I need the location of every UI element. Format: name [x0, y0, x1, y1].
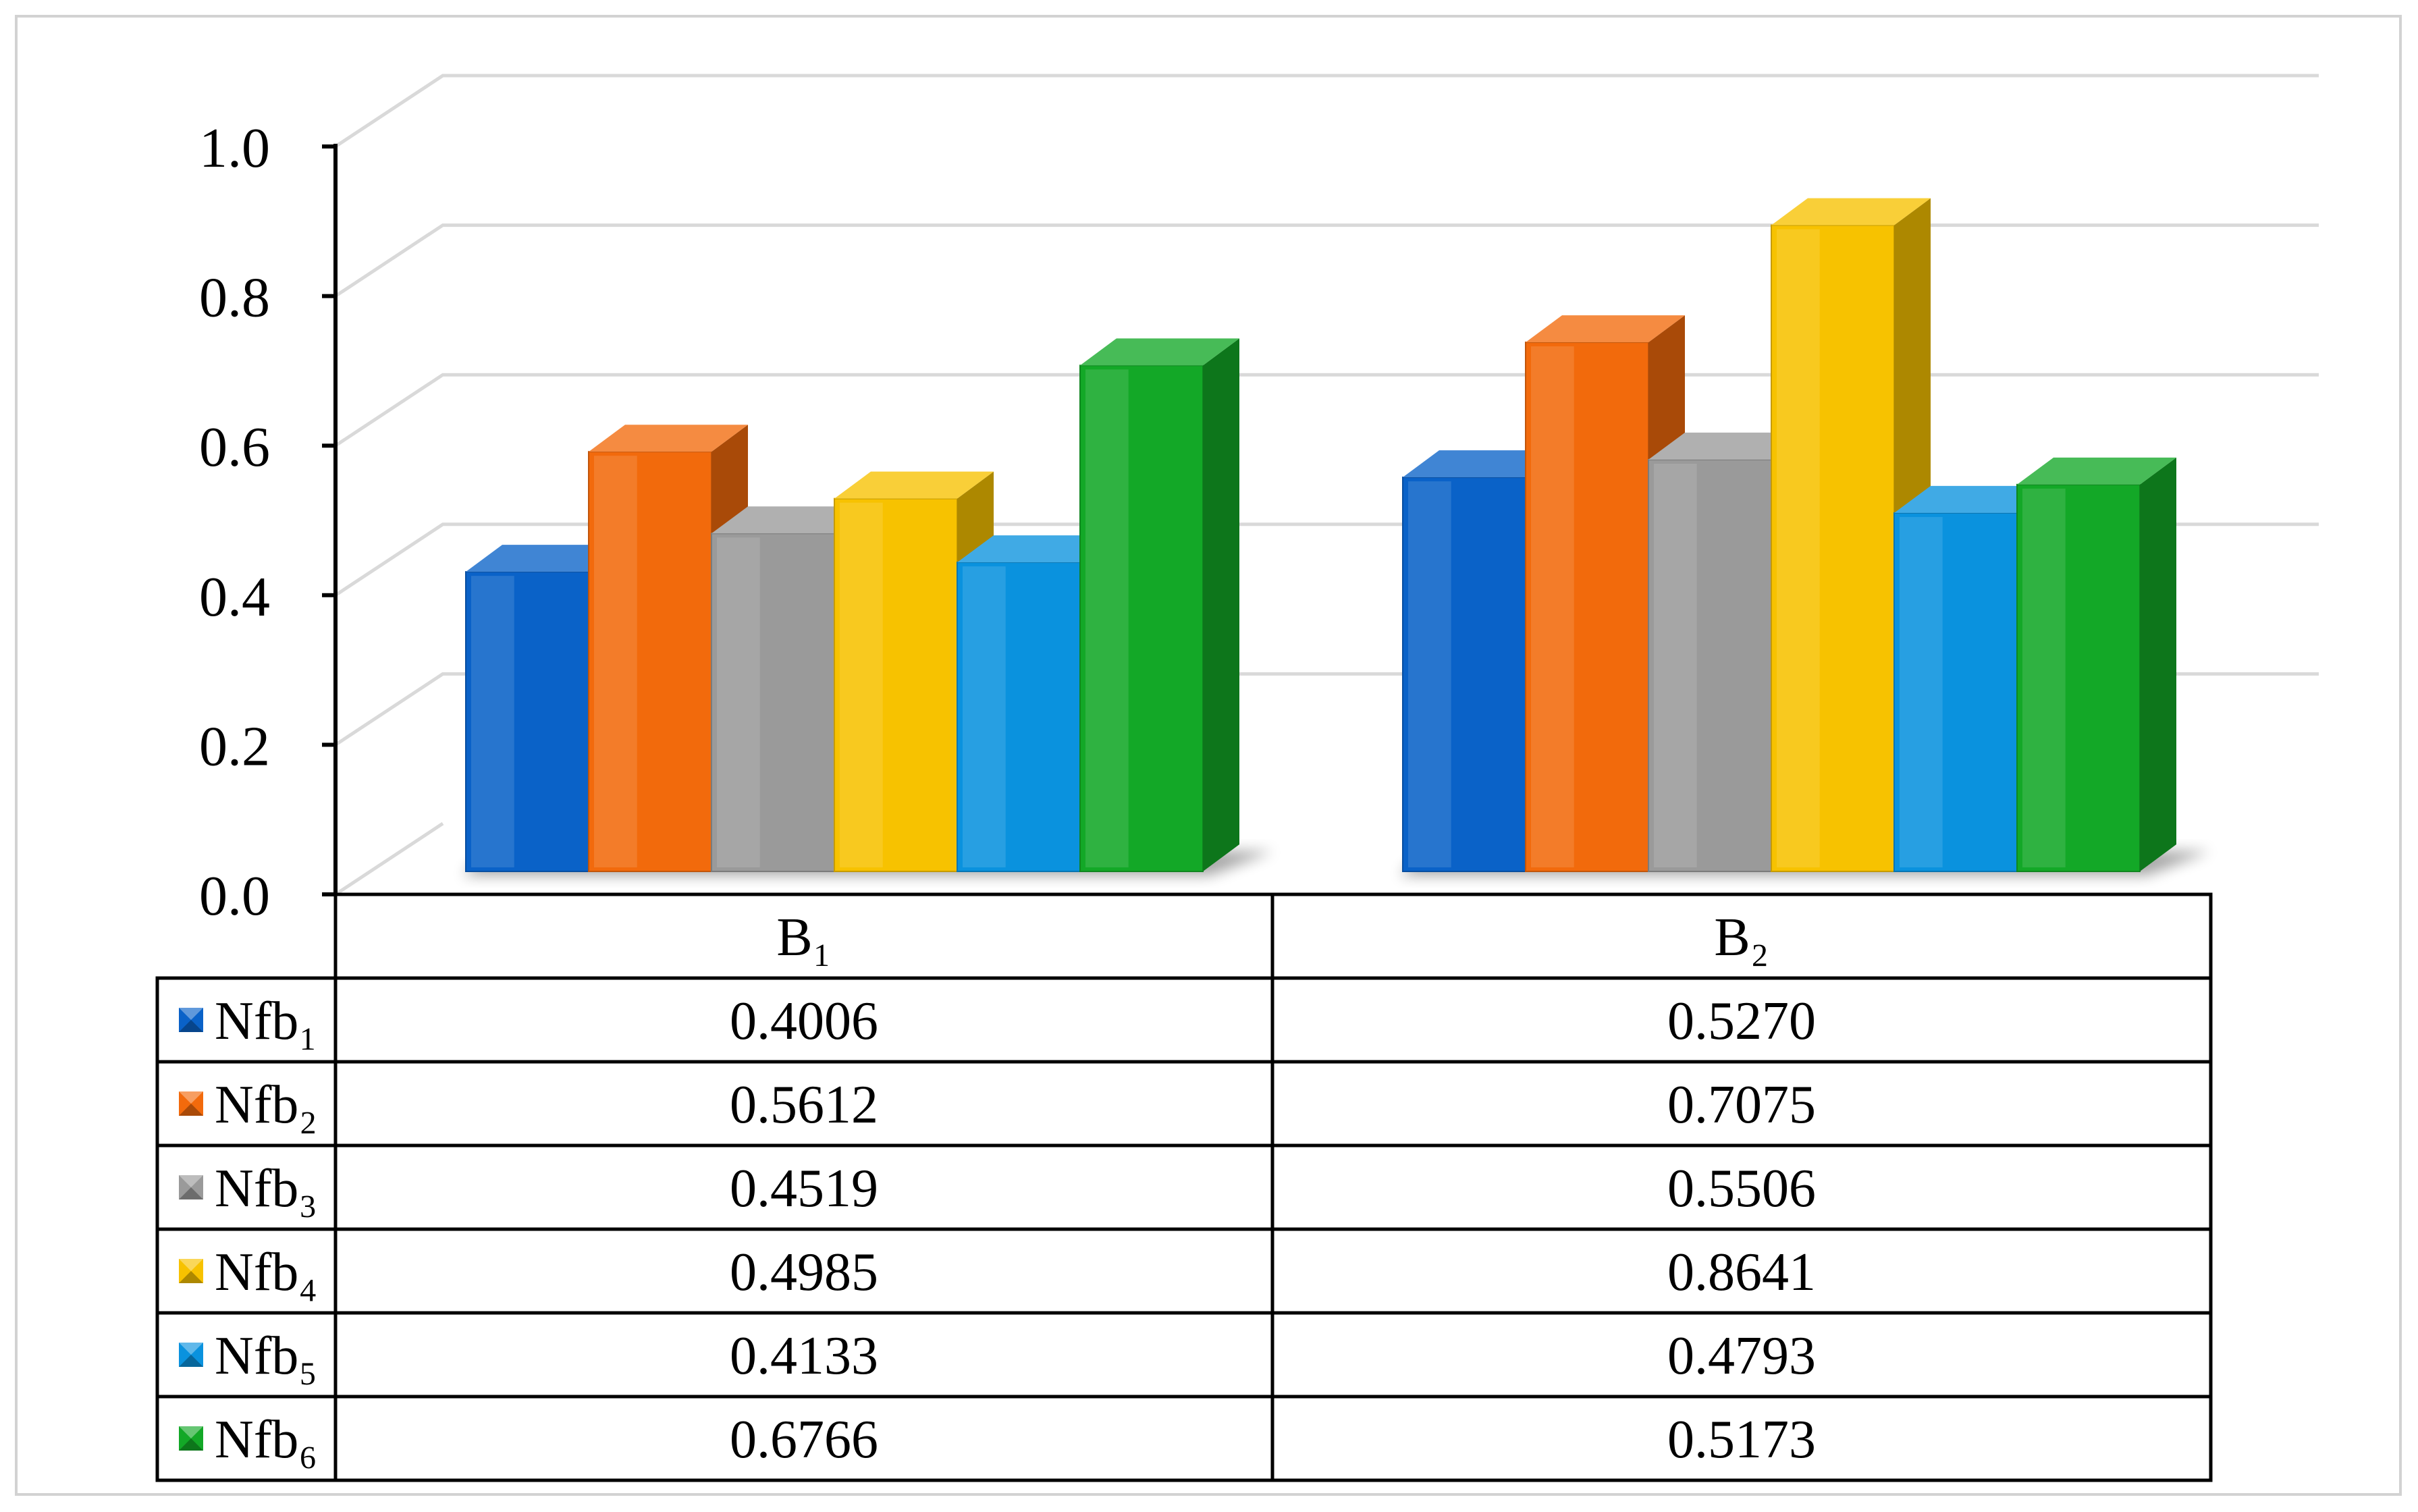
bar-top: [1894, 485, 2053, 513]
y-tick-label: 0.6: [199, 416, 270, 479]
legend-label: Nfb₁: [215, 992, 317, 1051]
bar-highlight: [2022, 488, 2066, 867]
bars: [465, 198, 2176, 872]
legend-label: Nfb₃: [215, 1159, 317, 1218]
legend-key: [179, 1008, 203, 1032]
gridline: [334, 373, 2319, 448]
legend-label: Nfb₂: [215, 1075, 317, 1135]
table-column-header: B₁: [776, 908, 831, 967]
bar-front: [588, 451, 712, 872]
bar-highlight: [594, 456, 637, 867]
bar-front: [1402, 477, 1526, 872]
bar-top: [834, 471, 994, 499]
table-cell-value: 0.4985: [730, 1243, 878, 1302]
table-cell-value: 0.5173: [1667, 1410, 1816, 1469]
table-cell-value: 0.5270: [1667, 992, 1816, 1051]
bar-highlight: [1531, 346, 1574, 867]
bar-front: [2016, 483, 2141, 872]
legend-key: [179, 1343, 203, 1367]
data-table: B₁ B₂ Nfb₁ 0.4006 0.5270 Nfb₂ 0.5612 0.7075 Nfb₃…: [155, 892, 2213, 1482]
table-column-header: B₂: [1714, 908, 1769, 967]
table-border: [155, 892, 2213, 1482]
bar-top: [1526, 315, 1685, 343]
table-cell-value: 0.4006: [730, 992, 878, 1051]
table-cell-value: 0.7075: [1667, 1075, 1816, 1135]
bar-top: [1771, 198, 1931, 225]
bar-top: [1648, 432, 1808, 460]
bar-highlight: [1408, 481, 1451, 867]
legend-label: Nfb₅: [215, 1326, 317, 1386]
bar-highlight: [963, 566, 1006, 867]
bar-highlight: [1654, 463, 1697, 867]
bar-top: [466, 545, 625, 572]
bar-highlight: [1085, 369, 1129, 867]
bar-top: [589, 425, 748, 452]
bar-front: [1771, 224, 1895, 872]
y-tick-label: 0.8: [199, 267, 270, 329]
bar-highlight: [717, 537, 760, 867]
legend-key: [179, 1175, 203, 1199]
legend-key: [179, 1091, 203, 1116]
legend-label: Nfb₄: [215, 1243, 317, 1302]
gridline: [334, 74, 2319, 148]
bar: [711, 506, 871, 872]
bar-front: [1079, 364, 1204, 872]
bar-front: [834, 497, 958, 872]
bar: [2016, 457, 2176, 872]
bar-top: [711, 506, 871, 534]
bar: [1079, 338, 1239, 872]
y-tick-label: 0.2: [199, 715, 270, 778]
table-cell-value: 0.4519: [730, 1159, 878, 1218]
table-cell-value: 0.4793: [1667, 1326, 1816, 1386]
table-cell-value: 0.4133: [730, 1326, 878, 1386]
table-cell-value: 0.5612: [730, 1075, 878, 1135]
bar-highlight: [840, 502, 883, 867]
y-tick-label: 1.0: [199, 117, 270, 180]
bar-side: [1203, 338, 1239, 871]
table-cell-value: 0.6766: [730, 1410, 878, 1469]
bar-side: [2140, 457, 2176, 871]
bar-top: [1080, 338, 1239, 366]
bar-highlight: [1900, 516, 1943, 867]
y-axis: 0.0 0.2 0.4 0.6 0.8 1.0: [199, 117, 338, 927]
gridline: [334, 821, 444, 896]
gridline: [334, 223, 2319, 298]
bar-highlight: [1777, 229, 1820, 867]
y-tick-label: 0.4: [199, 566, 270, 628]
legend-label: Nfb₆: [215, 1410, 317, 1469]
legend-key: [179, 1259, 203, 1283]
y-tick-label: 0.0: [199, 865, 270, 927]
table-cell-value: 0.5506: [1667, 1159, 1816, 1218]
bar-top: [957, 535, 1117, 563]
bar-top: [1403, 450, 1562, 478]
legend-key: [179, 1426, 203, 1451]
bar-top: [2017, 457, 2176, 485]
table-cell-value: 0.8641: [1667, 1243, 1816, 1302]
bar-front: [1648, 458, 1772, 872]
bar-highlight: [471, 576, 514, 867]
